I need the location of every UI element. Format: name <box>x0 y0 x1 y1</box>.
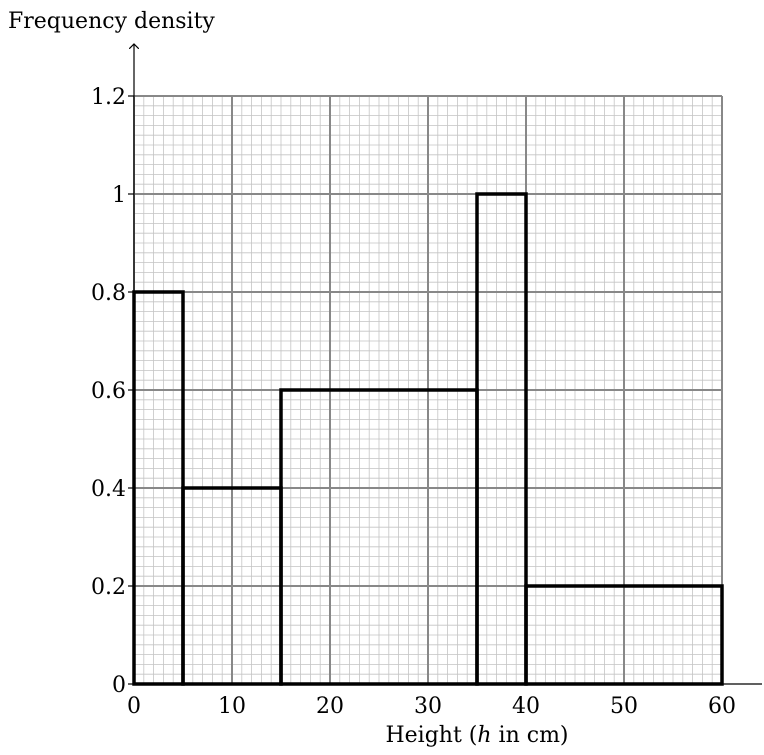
y-tick-label: 0.6 <box>91 379 126 404</box>
y-tick-label: 0.4 <box>91 477 126 502</box>
y-axis-title: Frequency density <box>8 9 215 34</box>
y-tick-label: 0.2 <box>91 575 126 600</box>
y-tick-label: 0.8 <box>91 281 126 306</box>
x-axis-title: Height (h in cm) <box>385 723 568 748</box>
x-tick-label: 40 <box>512 694 540 719</box>
x-tick-label: 60 <box>708 694 736 719</box>
x-tick-label: 20 <box>316 694 344 719</box>
x-tick-label: 50 <box>610 694 638 719</box>
y-tick-label: 1.2 <box>91 85 126 110</box>
tick-labels: 0 0.2 0.4 0.6 0.8 1 1.2 0 10 20 30 40 50 60 <box>91 85 736 719</box>
x-tick-label: 10 <box>218 694 246 719</box>
y-tick-label: 1 <box>112 183 126 208</box>
x-tick-label: 30 <box>414 694 442 719</box>
axes <box>128 44 762 685</box>
y-tick-label: 0 <box>112 673 126 698</box>
x-tick-label: 0 <box>127 694 141 719</box>
